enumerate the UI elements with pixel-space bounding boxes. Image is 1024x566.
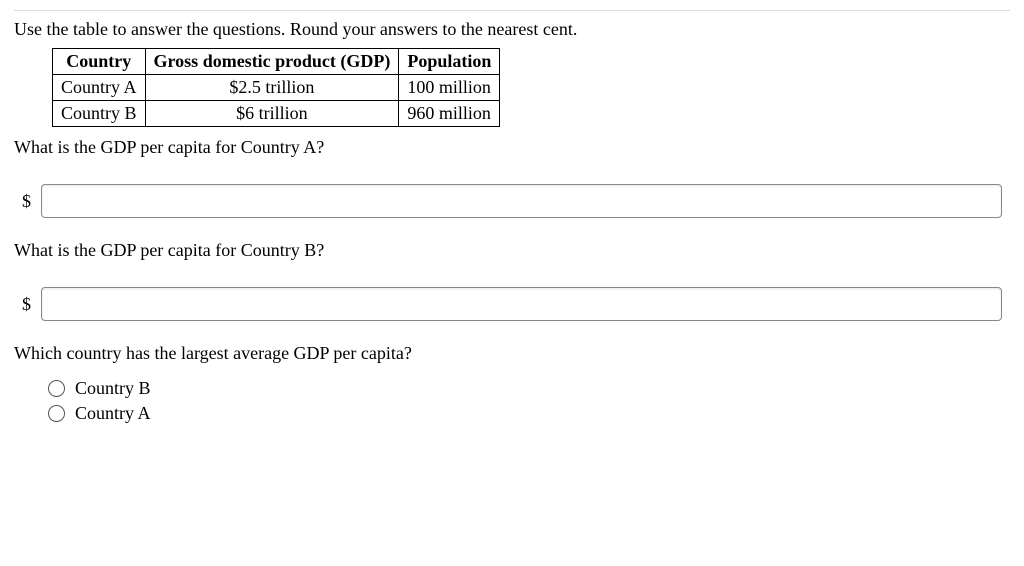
radio-circle-icon (48, 405, 65, 422)
currency-symbol: $ (22, 294, 31, 315)
cell-population: 100 million (399, 75, 500, 101)
question-3-text: Which country has the largest average GD… (14, 343, 1010, 364)
table-row: Country A $2.5 trillion 100 million (53, 75, 500, 101)
instruction-text: Use the table to answer the questions. R… (14, 19, 1010, 40)
cell-country: Country A (53, 75, 146, 101)
radio-circle-icon (48, 380, 65, 397)
cell-country: Country B (53, 101, 146, 127)
radio-group: Country B Country A (48, 378, 1010, 424)
col-header-gdp: Gross domestic product (GDP) (145, 49, 399, 75)
radio-label: Country A (75, 403, 151, 424)
cell-population: 960 million (399, 101, 500, 127)
currency-symbol: $ (22, 191, 31, 212)
cell-gdp: $6 trillion (145, 101, 399, 127)
table-row: Country B $6 trillion 960 million (53, 101, 500, 127)
radio-label: Country B (75, 378, 151, 399)
gdp-table: Country Gross domestic product (GDP) Pop… (52, 48, 500, 127)
radio-option-country-a[interactable]: Country A (48, 403, 1010, 424)
radio-option-country-b[interactable]: Country B (48, 378, 1010, 399)
col-header-population: Population (399, 49, 500, 75)
question-1-text: What is the GDP per capita for Country A… (14, 137, 1010, 158)
answer-input-b[interactable] (41, 287, 1002, 321)
col-header-country: Country (53, 49, 146, 75)
question-2-text: What is the GDP per capita for Country B… (14, 240, 1010, 261)
cell-gdp: $2.5 trillion (145, 75, 399, 101)
answer-input-a[interactable] (41, 184, 1002, 218)
